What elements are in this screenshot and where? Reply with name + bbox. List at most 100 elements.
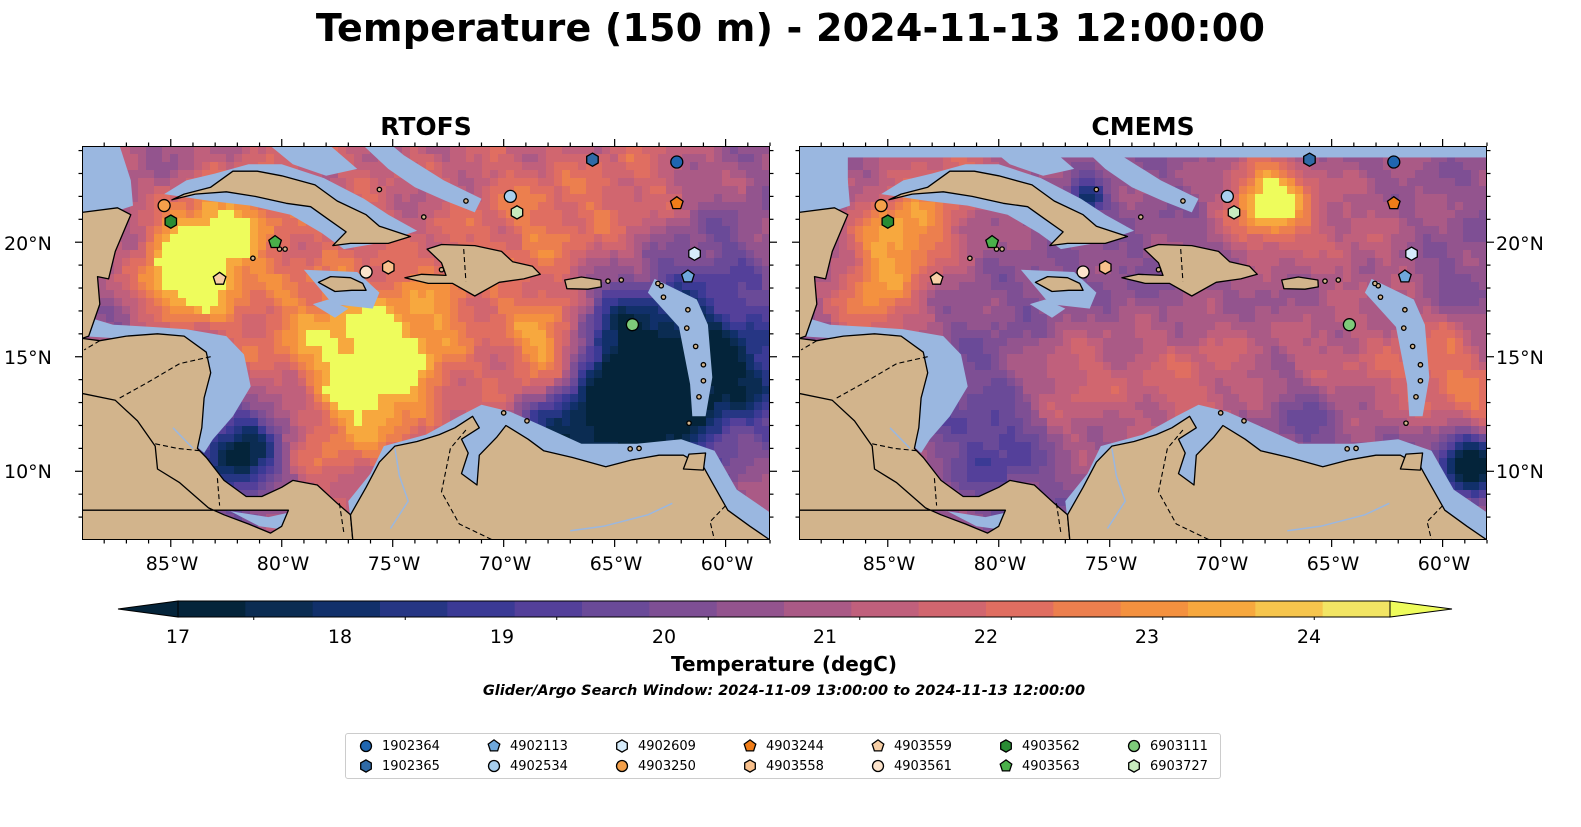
float-marker-1902365 [1303,152,1316,168]
pentagon-marker-icon [999,759,1013,772]
shelf-bahamas1 [987,146,1075,176]
small-island [1217,410,1224,416]
small-island [1413,393,1419,400]
legend-marker [871,739,885,752]
legend-label: 4903561 [894,758,952,774]
legend-item-4902609: 4902609 [614,737,696,755]
float-marker-4903561 [1076,265,1090,279]
float-marker-4903558 [1098,260,1112,275]
panel-title-rtofs: RTOFS [380,112,472,141]
border-line [1055,503,1062,534]
colorbar-swatch [918,601,987,617]
x-tick-label: 60°W [1417,553,1471,575]
small-island [618,277,625,283]
x-tick-label: 80°W [256,553,310,575]
legend-label: 1902364 [382,738,440,754]
small-island [1180,198,1186,204]
border-line [1157,429,1210,540]
pentagon-marker-icon [487,739,501,752]
y-tick-label: 10°N [4,461,52,483]
hexagon-marker-icon [1000,739,1012,753]
x-tick-label: 65°W [589,553,643,575]
map-canvas [82,146,770,540]
float-marker-4902113 [1397,269,1412,283]
shelf-pedro [1029,299,1066,318]
float-marker-6903727 [1227,205,1241,220]
rivers [172,427,673,532]
x-tick-label: 75°W [367,553,421,575]
land-trinidad [1399,452,1424,471]
legend-label: 6903727 [1150,758,1208,774]
circle-marker-icon [487,759,501,773]
country-borders [800,249,1443,540]
circle-marker-icon [359,739,373,753]
hexagon-marker-icon [360,759,372,773]
legend-item-4903558: 4903558 [742,757,824,775]
legend-item-1902364: 1902364 [358,737,440,755]
legend-marker [743,739,757,752]
float-marker-4902609 [1405,246,1418,262]
y-tick-label: 20°N [4,233,52,255]
land-cuba [171,170,412,247]
legend-item-1902365: 1902365 [358,757,440,775]
colorbar-swatch [851,601,920,617]
small-island [463,198,469,204]
small-island [1335,277,1342,283]
float-marker-4902534 [503,189,517,204]
legend-label: 4902609 [638,738,696,754]
small-island [250,255,256,262]
x-tick-label: 65°W [1306,553,1360,575]
colorbar-swatch [312,601,381,617]
legend-marker [1127,739,1141,753]
small-island [1417,361,1424,368]
shelf-bahamas1 [270,146,358,176]
shelf-lesser [1364,278,1430,417]
legend-marker [1000,739,1012,753]
small-island [1377,294,1384,301]
no-data-band [799,146,1487,158]
small-island [376,186,383,193]
y-tick-label: 20°N [1496,233,1544,255]
legend-label: 4903244 [766,738,824,754]
rtofs-temperature-map [82,146,770,540]
colorbar-swatch [447,601,516,617]
colorbar-swatch [716,601,785,617]
float-marker-6903111 [1342,318,1357,332]
border-line [216,478,221,506]
float-marker-6903111 [625,318,640,332]
colorbar-outline [177,600,1391,618]
y-tick-label: 15°N [1496,347,1544,369]
small-island [700,361,707,368]
legend-marker [615,759,629,773]
border-line [83,340,101,351]
small-island [655,280,661,287]
colorbar-swatch [1322,601,1391,617]
legend-marker [744,759,756,773]
land-mexico [82,146,132,340]
small-island [282,246,288,252]
y-tick-label: 15°N [4,347,52,369]
shelf-lesser [647,278,713,417]
pentagon-marker-icon [743,739,757,752]
colorbar-swatch [380,601,448,617]
colorbar-tick-label: 23 [1134,626,1160,648]
legend-label: 1902365 [382,758,440,774]
small-island [696,393,702,400]
legend-label: 4903562 [1022,738,1080,754]
figure-title: Temperature (150 m) - 2024-11-13 12:00:0… [315,6,1266,50]
colorbar-over-arrow [1389,600,1453,618]
river-line [570,502,673,532]
small-island [1093,186,1100,193]
colorbar-tick-label: 22 [973,626,999,648]
legend-marker [1128,759,1140,773]
river-line [172,427,194,449]
legend-marker [487,739,501,752]
border-line [836,356,928,399]
small-island [1353,445,1359,452]
small-island [1417,377,1424,384]
land-central [82,333,354,540]
float-markers [157,152,701,332]
colorbar-swatch [178,601,246,617]
small-island [438,266,445,273]
small-island [1372,280,1378,287]
